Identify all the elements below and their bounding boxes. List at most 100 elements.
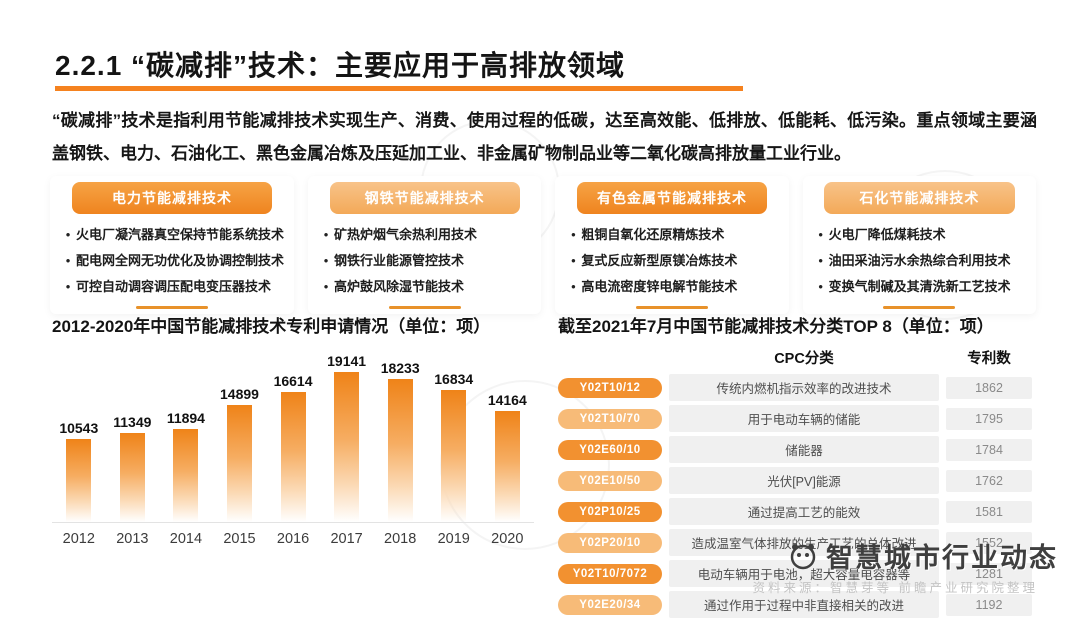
bullet-dot: • [65, 227, 71, 242]
table-row: Y02P20/10 造成温室气体排放的生产工艺的总体改进 1552 [558, 529, 1032, 556]
table-row: Y02E60/10 储能器 1784 [558, 436, 1032, 463]
table-title: 截至2021年7月中国节能减排技术分类TOP 8（单位：项） [558, 317, 994, 336]
bar [119, 433, 145, 522]
category-underline [388, 306, 461, 309]
patent-count-cell: 1784 [946, 438, 1032, 461]
patent-count-cell: 1862 [946, 376, 1032, 399]
x-axis-tick-label: 2019 [437, 531, 470, 547]
bullet-dot: • [65, 279, 71, 294]
cpc-table-section: 截至2021年7月中国节能减排技术分类TOP 8（单位：项） CPC分类 专利数… [558, 312, 1032, 622]
bullet-item: • 粗铜自氧化还原精炼技术 [565, 222, 778, 248]
cpc-table: CPC分类 专利数 Y02T10/12 传统内燃机指示效率的改进技术 1862 … [558, 347, 1032, 618]
category-panel: 电力节能减排技术 • 火电厂凝汽器真空保持节能系统技术 • 配电网全网无功优化及协调控… [50, 176, 295, 314]
bullet-text: 复式反应新型原镁冶炼技术 [581, 253, 738, 268]
bar-value-label: 14164 [487, 392, 527, 408]
patent-count-cell: 1581 [946, 500, 1032, 523]
category-header-pill: 钢铁节能减排技术 [329, 182, 520, 214]
category-panel: 钢铁节能减排技术 • 矿热炉烟气余热利用技术 • 钢铁行业能源管控技术 • 高炉鼓风除湿节… [308, 176, 542, 314]
cpc-description-cell: 光伏[PV]能源 [669, 467, 939, 494]
patent-count-cell: 1762 [946, 469, 1032, 492]
patent-count-cell: 1281 [946, 562, 1032, 585]
bar-value-label: 16614 [273, 373, 313, 389]
panda-face-icon [790, 543, 816, 569]
bullet-item: • 矿热炉烟气余热利用技术 [318, 222, 531, 248]
x-axis-tick-label: 2012 [62, 531, 95, 547]
bullet-dot: • [818, 253, 823, 268]
category-bullet-list: • 矿热炉烟气余热利用技术 • 钢铁行业能源管控技术 • 高炉鼓风除湿节能技术 [314, 222, 535, 300]
x-axis-tick-label: 2014 [169, 531, 203, 547]
category-panel: 石化节能减排技术 • 火电厂降低煤耗技术 • 油田采油污水余热综合利用技术 • 变换气制碱… [802, 176, 1036, 314]
x-axis-tick-label: 2017 [330, 531, 363, 547]
bullet-text: 矿热炉烟气余热利用技术 [334, 227, 478, 242]
cpc-code-pill: Y02E10/50 [558, 470, 662, 491]
patent-count-cell: 1552 [946, 531, 1032, 554]
category-header-pill: 石化节能减排技术 [824, 182, 1015, 214]
x-axis-tick-label: 2013 [116, 531, 149, 547]
bar-slot: 14899 [213, 386, 267, 522]
bullet-dot: • [323, 253, 329, 268]
cpc-code-pill: Y02P10/25 [558, 501, 662, 522]
bar-chart-plot-area: 10543 11349 11894 14899 16614 19141 1823… [52, 351, 534, 523]
bullet-text: 钢铁行业能源管控技术 [334, 253, 465, 268]
category-columns: 电力节能减排技术 • 火电厂凝汽器真空保持节能系统技术 • 配电网全网无功优化及协调控… [50, 176, 1036, 314]
brand-logo: 智慧城市行业动态 [787, 536, 1058, 575]
table-header-row: CPC分类 专利数 [558, 347, 1032, 368]
category-header-pill: 有色金属节能减排技术 [576, 182, 768, 214]
bar [226, 405, 252, 522]
bar [334, 372, 360, 522]
x-axis-tick-label: 2018 [384, 531, 417, 547]
page-title: 2.2.1 “碳减排”技术：主要应用于高排放领域 [55, 50, 626, 81]
bullet-dot: • [65, 253, 71, 268]
bullet-dot: • [571, 279, 576, 294]
bar-slot: 10543 [52, 420, 106, 522]
bar-slot: 11349 [106, 414, 160, 522]
bullet-text: 油田采油污水余热综合利用技术 [828, 253, 1011, 268]
category-underline [636, 306, 708, 309]
category-bullet-list: • 粗铜自氧化还原精炼技术 • 复式反应新型原镁冶炼技术 • 高电流密度锌电解节能技术 [561, 222, 782, 300]
bar-chart-x-axis: 2012 2013 2014 2015 2016 2017 2018 2019 2020 [52, 531, 534, 547]
cpc-code-pill: Y02P20/10 [558, 532, 662, 553]
title-underline [55, 86, 743, 91]
bullet-item: • 配电网全网无功优化及协调控制技术 [60, 248, 284, 274]
bar-value-label: 14899 [220, 386, 259, 402]
patent-count-cell: 1795 [946, 407, 1032, 430]
bar [387, 379, 413, 522]
cpc-code-pill: Y02E60/10 [558, 439, 662, 460]
category-panel: 有色金属节能减排技术 • 粗铜自氧化还原精炼技术 • 复式反应新型原镁冶炼技术 • 高电流… [555, 176, 789, 314]
table-row: Y02T10/70 用于电动车辆的储能 1795 [558, 405, 1032, 432]
bar [441, 390, 467, 522]
bar-slot: 19141 [320, 353, 374, 522]
cpc-code-pill: Y02T10/7072 [558, 563, 662, 584]
bullet-text: 配电网全网无功优化及协调控制技术 [76, 253, 285, 268]
table-row: Y02P10/25 通过提高工艺的能效 1581 [558, 498, 1032, 525]
chart-title: 2012-2020年中国节能减排技术专利申请情况（单位：项） [52, 317, 491, 336]
category-bullet-list: • 火电厂凝汽器真空保持节能系统技术 • 配电网全网无功优化及协调控制技术 • 可控自动调… [56, 222, 288, 300]
bullet-text: 粗铜自氧化还原精炼技术 [581, 227, 725, 242]
bar-value-label: 18233 [380, 360, 420, 376]
cpc-description-cell: 电动车辆用于电池，超大容量电容器等 [669, 560, 939, 587]
cpc-description-cell: 造成温室气体排放的生产工艺的总体改进 [669, 529, 939, 556]
bullet-dot: • [323, 279, 329, 294]
cpc-code-pill: Y02E20/34 [558, 594, 662, 615]
category-header-pill: 电力节能减排技术 [72, 182, 272, 214]
table-header-count: 专利数 [967, 351, 1011, 367]
bullet-item: • 火电厂凝汽器真空保持节能系统技术 [60, 222, 284, 248]
bullet-item: • 火电厂降低煤耗技术 [813, 222, 1026, 248]
table-body: Y02T10/12 传统内燃机指示效率的改进技术 1862 Y02T10/70 … [558, 374, 1032, 618]
cpc-description-cell: 传统内燃机指示效率的改进技术 [669, 374, 939, 401]
bar-value-label: 11894 [166, 410, 205, 426]
bar [66, 439, 92, 522]
table-header-cpc: CPC分类 [774, 351, 834, 367]
table-row: Y02T10/12 传统内燃机指示效率的改进技术 1862 [558, 374, 1032, 401]
bullet-text: 火电厂凝汽器真空保持节能系统技术 [76, 227, 285, 242]
bar-value-label: 16834 [434, 371, 474, 387]
bar-slot: 14164 [481, 392, 535, 522]
cpc-code-pill: Y02T10/12 [558, 377, 662, 398]
table-row: Y02T10/7072 电动车辆用于电池，超大容量电容器等 1281 [558, 560, 1032, 587]
patent-bar-chart-section: 2012-2020年中国节能减排技术专利申请情况（单位：项） 10543 113… [52, 312, 534, 547]
bullet-item: • 高电流密度锌电解节能技术 [565, 274, 778, 300]
bullet-item: • 复式反应新型原镁冶炼技术 [565, 248, 778, 274]
category-underline [883, 306, 956, 309]
cpc-code-pill: Y02T10/70 [558, 408, 662, 429]
bar-value-label: 19141 [327, 353, 367, 369]
